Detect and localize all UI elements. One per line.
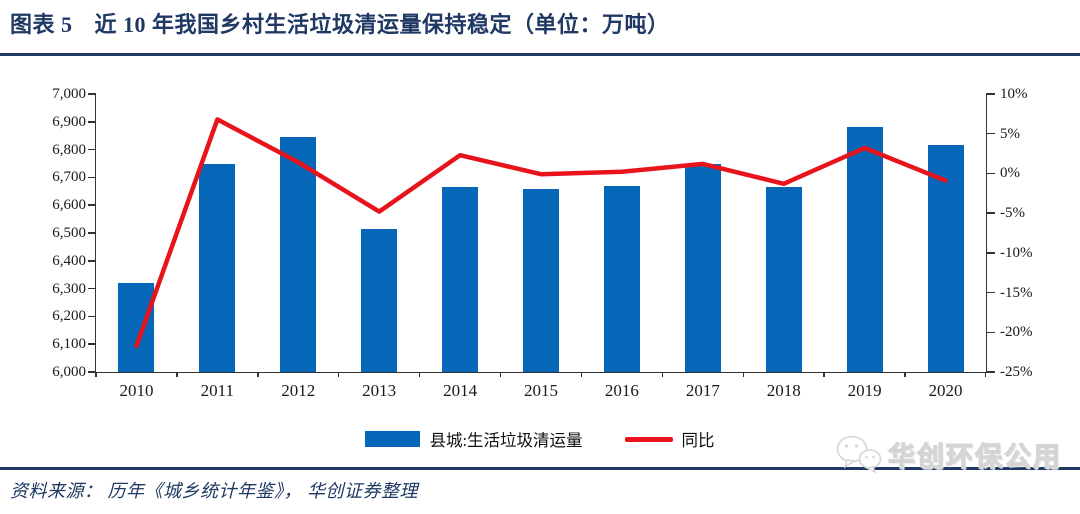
y-axis-left-tick-label: 6,300 — [52, 280, 86, 297]
y-axis-right-tick-mark — [986, 331, 995, 334]
y-axis-right-tick-mark — [986, 291, 995, 294]
x-axis-tick-mark — [499, 372, 502, 377]
y-axis-right-tick-label: -25% — [1000, 364, 1033, 380]
y-axis-right-tick-label: 10% — [1000, 86, 1028, 102]
y-axis-left-tick-mark — [88, 260, 96, 262]
figure-title-text: 近 10 年我国乡村生活垃圾清运量保持稳定（单位：万吨） — [94, 12, 670, 37]
y-axis-left-tick-label: 6,100 — [52, 336, 86, 353]
bar-2018 — [765, 187, 802, 372]
bar-2019 — [846, 127, 883, 372]
watermark-text: 华创环保公用 — [887, 441, 1062, 473]
y-axis-right-tick-mark — [986, 252, 995, 254]
figure-number-label: 图表 5 — [10, 12, 73, 37]
bar-2010 — [118, 283, 155, 372]
y-axis-left-tick-label: 7,000 — [52, 86, 86, 102]
x-axis-tick-mark — [661, 372, 664, 377]
y-axis-left-tick-mark — [88, 371, 96, 373]
legend-label: 同比 — [681, 431, 715, 450]
y-axis-left-tick-label: 6,600 — [52, 197, 86, 214]
y-axis-right-tick-mark — [986, 172, 995, 175]
bar-2013 — [361, 228, 398, 372]
bar-2012 — [280, 137, 317, 372]
x-axis-tick-mark — [580, 372, 583, 377]
x-axis-tick-mark — [337, 372, 340, 377]
y-axis-left-tick-mark — [88, 315, 96, 318]
x-axis-tick-label: 2012 — [281, 381, 316, 400]
figure-title: 图表 5 近 10 年我国乡村生活垃圾清运量保持稳定（单位：万吨） — [10, 7, 670, 39]
x-axis-tick-label: 2019 — [847, 381, 882, 400]
y-axis-left-tick-mark — [88, 343, 96, 345]
bar-2020 — [927, 145, 964, 372]
legend-item-line: 同比 — [624, 427, 715, 451]
yoy-line-layer — [134, 117, 948, 349]
y-axis-right-tick-label: 0% — [1000, 165, 1020, 182]
yoy-line — [134, 117, 948, 349]
y-axis-left-tick-mark — [88, 232, 96, 234]
y-axis-left-tick-label: 6,700 — [52, 169, 86, 186]
y-axis-left-tick-mark — [88, 93, 96, 95]
y-axis-left-tick-label: 6,900 — [52, 113, 86, 130]
x-axis-tick-label: 2016 — [604, 381, 639, 400]
y-axis-right-tick-label: -5% — [1000, 205, 1025, 222]
x-axis-tick-label: 2018 — [766, 381, 801, 400]
y-axis-right-tick-label: -10% — [1000, 244, 1033, 261]
footer-divider — [0, 467, 1080, 470]
bar-2014 — [442, 187, 479, 372]
x-axis-tick-mark — [257, 372, 259, 377]
x-axis-tick-mark — [95, 372, 97, 377]
x-axis-tick-label: 2013 — [362, 381, 397, 400]
x-axis-tick-label: 2010 — [119, 381, 154, 400]
bar-2016 — [603, 185, 640, 372]
y-axis-left-tick-label: 6,800 — [52, 141, 86, 158]
x-axis-tick-label: 2015 — [523, 381, 558, 400]
bar-2011 — [199, 163, 236, 372]
y-axis-left-tick-mark — [88, 204, 96, 206]
y-axis-left-tick-mark — [88, 176, 96, 179]
watermark: 华创环保公用 — [835, 434, 1062, 474]
y-axis-left-tick-mark — [88, 148, 96, 151]
source-note: 资料来源： 历年《城乡统计年鉴》， 华创证券整理 — [10, 481, 418, 501]
legend-item-bars: 县城:生活垃圾清运量 — [365, 427, 583, 451]
bar-2015 — [523, 188, 559, 372]
x-axis-tick-mark — [904, 372, 906, 377]
x-axis-tick-label: 2017 — [685, 381, 720, 400]
y-axis-right-tick-mark — [986, 371, 995, 373]
x-axis-tick-label: 2011 — [200, 381, 235, 400]
y-axis-left-tick-label: 6,000 — [52, 364, 86, 380]
legend-bar-swatch — [365, 431, 421, 447]
y-axis-left-tick-label: 6,200 — [52, 308, 86, 325]
x-axis-tick-mark — [742, 372, 745, 377]
x-axis-tick-mark — [176, 372, 178, 377]
legend-label: 县城:生活垃圾清运量 — [429, 431, 583, 450]
chart-plot-area: 7,000 6,900 6,800 6,700 6,600 6,500 6,400 6,300… — [52, 86, 1032, 400]
y-axis-right-tick-mark — [986, 132, 995, 135]
y-axis-right-tick-mark — [986, 212, 995, 214]
y-axis-right-tick-label: 5% — [1000, 125, 1020, 142]
y-axis-left-tick-mark — [88, 287, 96, 290]
y-axis-left-tick-label: 6,500 — [52, 225, 86, 241]
legend-line-swatch — [624, 436, 673, 442]
y-axis-right-tick-mark — [986, 93, 995, 95]
x-axis-tick-mark — [418, 372, 421, 377]
y-axis-right-tick-label: -15% — [1000, 284, 1033, 301]
bar-2017 — [684, 163, 721, 372]
header-divider — [0, 53, 1080, 56]
wechat-icon — [836, 435, 882, 474]
chart-legend: 县城:生活垃圾清运量 同比 — [0, 426, 1080, 452]
y-axis-right-tick-label: -20% — [1000, 324, 1033, 341]
x-axis-tick-label: 2014 — [443, 381, 478, 400]
x-axis-tick-label: 2020 — [928, 381, 963, 400]
x-axis-tick-mark — [823, 372, 825, 377]
x-axis-tick-mark — [984, 372, 986, 377]
y-axis-left-tick-mark — [88, 121, 96, 123]
y-axis-left-tick-label: 6,400 — [52, 252, 86, 269]
